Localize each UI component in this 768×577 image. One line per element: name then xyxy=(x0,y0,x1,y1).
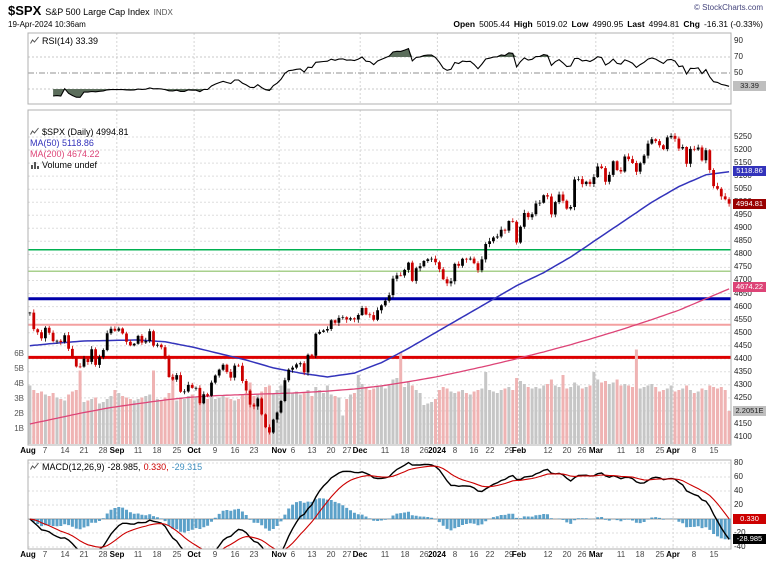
macd-legend-label: MACD(12,26,9) xyxy=(42,462,105,472)
volume-legend-text: Volume undef xyxy=(42,160,98,170)
low-value: 4990.95 xyxy=(592,19,624,29)
ma50-line xyxy=(29,170,730,378)
rsi-value-box: 33.39 xyxy=(733,81,766,92)
rsi-line xyxy=(53,47,730,98)
macd-signal-line xyxy=(29,465,730,549)
chg-label: Chg xyxy=(683,19,700,29)
high-label: High xyxy=(513,19,533,29)
macd-signal-value: 0.330, xyxy=(143,462,169,472)
ma200-line xyxy=(29,288,730,425)
macd-line-value: -28.985, xyxy=(107,462,141,472)
last-value: 4994.81 xyxy=(648,19,680,29)
macd-signal-value-box: 0.330 xyxy=(733,513,766,524)
panel-border xyxy=(27,32,732,105)
chart-datetime: 19-Apr-2024 10:36am xyxy=(8,20,86,29)
macd-legend: MACD(12,26,9) -28.985, 0.330, -29.315 xyxy=(30,462,202,473)
chart-line-icon xyxy=(30,127,39,138)
panel-border xyxy=(27,109,732,446)
volume-bars-up xyxy=(28,372,708,444)
macd-hist-value: -29.315 xyxy=(171,462,203,472)
chart-title: $SPX S&P 500 Large Cap Index INDX xyxy=(8,2,173,20)
volume-bars-icon xyxy=(30,160,39,171)
symbol-exchange: INDX xyxy=(153,8,173,17)
rsi-legend-text: RSI(14) 33.39 xyxy=(42,36,99,46)
symbol-name: S&P 500 Large Cap Index xyxy=(45,7,150,17)
rsi-legend: RSI(14) 33.39 xyxy=(30,36,98,47)
ma50-legend-text: MA(50) 5118.86 xyxy=(30,138,94,148)
volume-bars-down xyxy=(32,349,731,444)
ma50-value-box: 5118.86 xyxy=(733,166,766,177)
low-label: Low xyxy=(571,19,589,29)
last-label: Last xyxy=(627,19,645,29)
volume-value-box: 2.2051E xyxy=(733,406,766,416)
macd-line-value-box: -28.985 xyxy=(733,534,766,545)
symbol: $SPX xyxy=(8,3,42,18)
main-legend: $SPX (Daily) 4994.81 MA(50) 5118.86 MA(2… xyxy=(30,127,129,171)
copyright: © StockCharts.com xyxy=(693,3,763,12)
quote-line: Open 5005.44 High 5019.02 Low 4990.95 Last 4… xyxy=(453,19,763,29)
high-value: 5019.02 xyxy=(536,19,568,29)
rsi-overbought-fill xyxy=(53,48,730,57)
ma200-legend-text: MA(200) 4674.22 xyxy=(30,149,100,159)
last-price-box: 4994.81 xyxy=(733,198,766,209)
ma200-value-box: 4674.22 xyxy=(733,282,766,293)
candles-up xyxy=(28,135,708,433)
rsi-oversold-fill xyxy=(53,89,730,98)
symbol-legend-text: $SPX (Daily) 4994.81 xyxy=(42,127,129,137)
chg-value: -16.31 (-0.33%) xyxy=(703,19,763,29)
open-label: Open xyxy=(453,19,476,29)
chart-line-icon xyxy=(30,462,39,473)
panel-border xyxy=(27,459,732,550)
chart-line-icon xyxy=(30,36,39,47)
open-value: 5005.44 xyxy=(479,19,510,29)
